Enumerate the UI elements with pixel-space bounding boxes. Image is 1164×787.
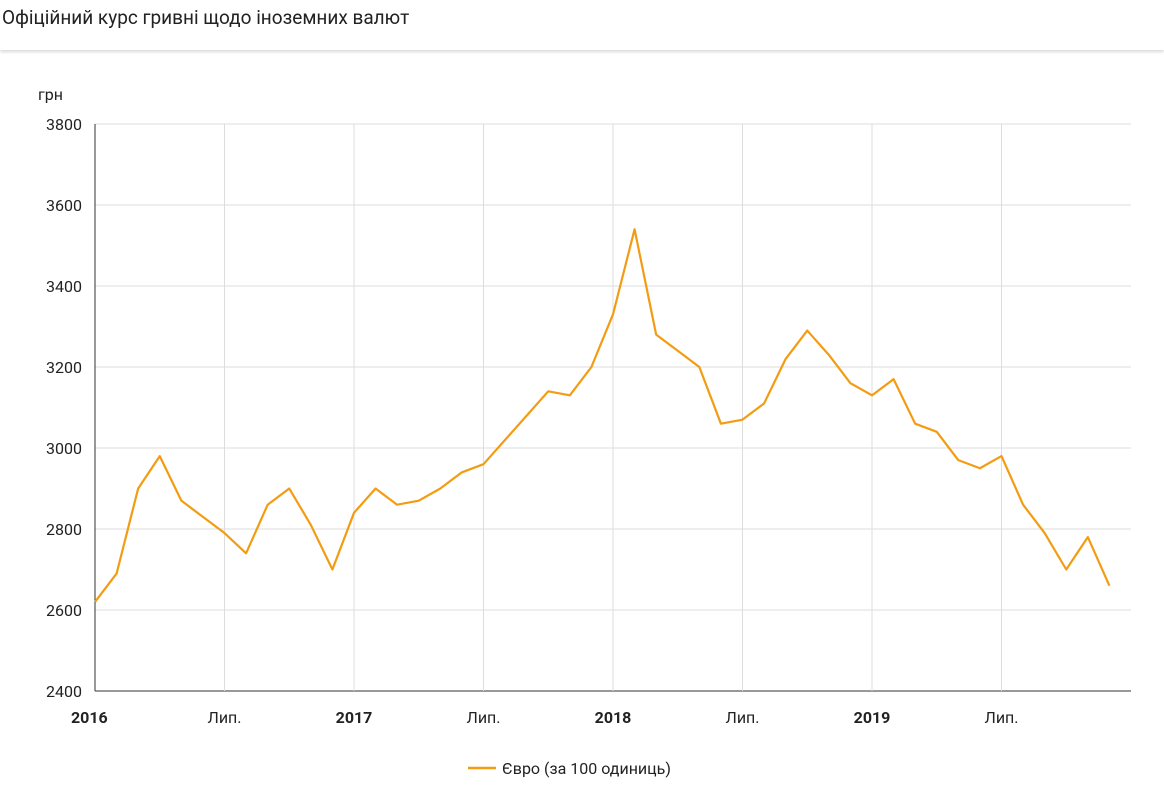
- x-tick-label: 2016: [71, 708, 108, 727]
- y-tick-label: 2600: [46, 601, 82, 620]
- x-tick-label: Лип.: [207, 708, 241, 727]
- header: Офіційний курс гривні щодо іноземних вал…: [0, 0, 1164, 50]
- chart-title: Офіційний курс гривні щодо іноземних вал…: [2, 6, 410, 29]
- x-tick-label: Лип.: [466, 708, 500, 727]
- y-tick-label: 2800: [46, 520, 82, 539]
- x-tick-label: 2019: [854, 708, 891, 727]
- y-tick-label: 3600: [46, 196, 82, 215]
- x-tick-label: Лип.: [725, 708, 759, 727]
- data-line: [94, 228, 1111, 603]
- legend-label: Євро (за 100 одиниць): [502, 759, 671, 778]
- x-tick-label: Лип.: [984, 708, 1018, 727]
- y-tick-label: 2400: [46, 682, 82, 701]
- y-tick-label: 3400: [46, 277, 82, 296]
- x-tick-label: 2018: [595, 708, 632, 727]
- x-tick-label: 2017: [336, 708, 373, 727]
- y-tick-label: 3200: [46, 358, 82, 377]
- y-axis-label: грн: [38, 85, 63, 104]
- y-tick-label: 3000: [46, 439, 82, 458]
- y-tick-label: 3800: [46, 115, 82, 134]
